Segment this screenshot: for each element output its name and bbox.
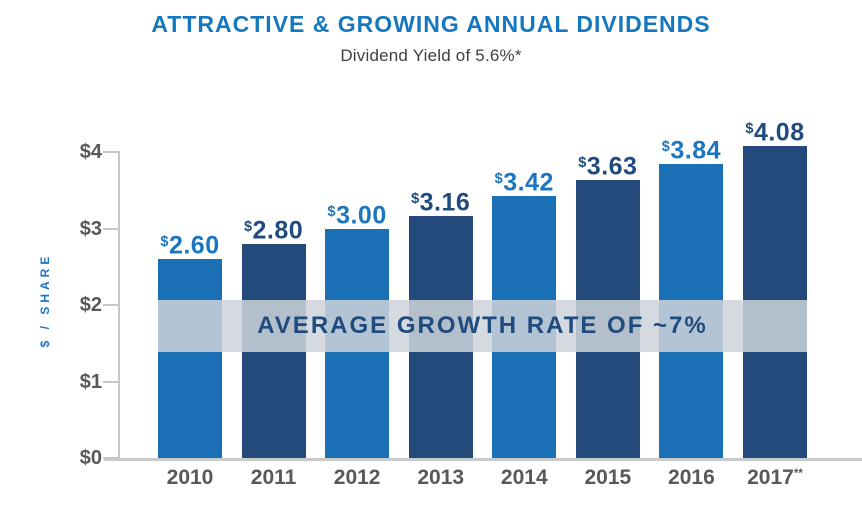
y-tick-mark xyxy=(103,304,119,306)
growth-rate-band: AVERAGE GROWTH RATE OF ~7% xyxy=(158,299,807,352)
y-tick-label: $4 xyxy=(79,141,102,163)
y-tick-label: $3 xyxy=(79,217,102,240)
bar-value-label: $3.00 xyxy=(327,200,387,229)
x-tick-label: 2011 xyxy=(250,466,297,489)
growth-rate-band-text: AVERAGE GROWTH RATE OF ~7% xyxy=(257,311,708,339)
x-tick-label: 2014 xyxy=(500,466,548,489)
bar-value-label: $4.08 xyxy=(745,118,805,147)
x-tick-label: 2010 xyxy=(166,466,214,489)
x-tick-label: 2017** xyxy=(747,466,803,489)
y-tick-label: $2 xyxy=(79,294,102,316)
x-tick-label: 2015 xyxy=(584,466,632,489)
x-tick-label: 2013 xyxy=(417,466,465,489)
bar-2010 xyxy=(158,259,222,458)
bar-value-label: $2.80 xyxy=(243,216,304,245)
y-tick-mark xyxy=(103,457,119,459)
bar-value-label: $3.63 xyxy=(578,152,638,181)
chart-title: ATTRACTIVE & GROWING ANNUAL DIVIDENDS xyxy=(151,11,711,37)
bar-value-label: $2.60 xyxy=(160,231,220,260)
bar-value-label: $3.16 xyxy=(411,188,471,217)
y-tick-label: $1 xyxy=(79,370,102,393)
y-tick-mark xyxy=(103,380,119,383)
bar-value-label: $3.42 xyxy=(494,168,554,197)
x-tick-label: 2012 xyxy=(333,466,381,489)
y-tick-mark xyxy=(103,151,119,153)
y-tick-label: $0 xyxy=(79,447,102,469)
x-axis-line xyxy=(104,458,862,461)
x-tick-label: 2016 xyxy=(668,466,715,489)
y-tick-mark xyxy=(103,227,119,230)
y-axis-line xyxy=(118,151,120,461)
bar-value-label: $3.84 xyxy=(661,136,722,165)
chart-subtitle: Dividend Yield of 5.6%* xyxy=(340,46,522,65)
